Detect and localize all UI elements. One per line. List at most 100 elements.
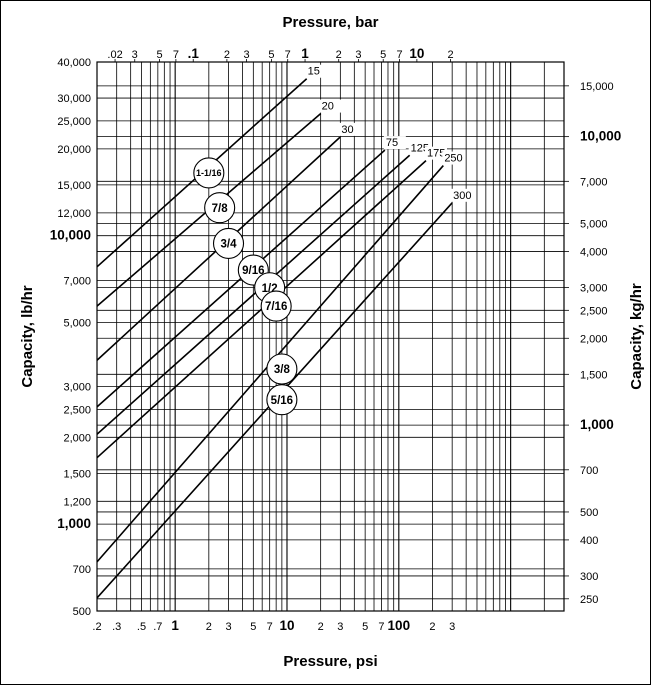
- grid: [97, 62, 564, 611]
- end-label-bg: [442, 151, 465, 165]
- psi-tick-label: .3: [112, 621, 121, 633]
- series-line: [96, 154, 411, 435]
- lbhr-tick-label: 10,000: [50, 228, 91, 243]
- series-end-label: 75: [386, 137, 398, 149]
- lbhr-tick-label: 2,000: [63, 432, 91, 444]
- lbhr-tick-label: 700: [73, 564, 91, 576]
- kghr-tick-label: 300: [580, 571, 598, 583]
- bar-tick-label: 3: [355, 49, 361, 61]
- end-label-bg: [451, 188, 474, 202]
- series-end-label: 30: [341, 124, 353, 136]
- psi-tick-label: 2: [429, 621, 435, 633]
- psi-tick-label: 3: [337, 621, 343, 633]
- size-markers: 1-1/167/83/49/161/27/163/85/16: [193, 157, 298, 416]
- bar-tick-label: 3: [244, 49, 250, 61]
- psi-tick-label: .2: [92, 621, 101, 633]
- plot-border: [96, 61, 565, 612]
- lbhr-tick-label: 12,000: [57, 208, 91, 220]
- kghr-tick-label: 1,500: [580, 369, 608, 381]
- kghr-tick-label: 3,000: [580, 282, 608, 294]
- kghr-tick-label: 4,000: [580, 246, 608, 258]
- end-label-bg: [319, 99, 342, 113]
- kghr-tick-label: 5,000: [580, 218, 608, 230]
- size-label: 1-1/16: [196, 168, 222, 178]
- kghr-tick-label: 500: [580, 507, 598, 519]
- lbhr-tick-label: 5,000: [63, 318, 91, 330]
- bar-tick-label: 7: [396, 49, 402, 61]
- psi-tick-label: 2: [206, 621, 212, 633]
- psi-tick-label: 10: [279, 618, 294, 633]
- size-label: 3/4: [221, 239, 238, 251]
- bar-tick-label: 3: [132, 49, 138, 61]
- size-label: 7/8: [212, 203, 229, 215]
- bar-tick-label: 5: [380, 49, 386, 61]
- end-label-bg: [305, 64, 328, 78]
- bar-tick-label: 5: [268, 49, 274, 61]
- size-label: 5/16: [271, 395, 293, 407]
- bar-tick-label: .02: [107, 49, 122, 61]
- size-circle: [204, 192, 236, 224]
- lbhr-tick-label: 1,000: [57, 516, 91, 531]
- psi-tick-label: 100: [388, 618, 411, 633]
- right-axis-title: Capacity, kg/hr: [628, 283, 645, 390]
- size-label: 7/16: [265, 301, 287, 313]
- lbhr-tick-label: 15,000: [57, 180, 91, 192]
- size-circle: [260, 290, 292, 322]
- bar-tick-label: 1: [301, 46, 309, 61]
- bar-tick-label: 2: [447, 49, 453, 61]
- kghr-tick-label: 10,000: [580, 129, 621, 144]
- kghr-tick-label: 2,500: [580, 305, 608, 317]
- psi-tick-label: 5: [362, 621, 368, 633]
- series-end-label: 300: [453, 190, 471, 202]
- bar-tick-label: 2: [336, 49, 342, 61]
- left-axis-title: Capacity, lb/hr: [19, 285, 36, 387]
- series-end-label: 15: [308, 66, 320, 78]
- kghr-tick-label: 7,000: [580, 176, 608, 188]
- size-label: 9/16: [242, 265, 264, 277]
- bar-tick-label: 5: [156, 49, 162, 61]
- tick-labels: .2.3.5.7 1 2 3 5 7 10 2 3 5 7 100 2 3.02 3 5 7.1 2 3 5 7 1 2 3 5…: [50, 46, 622, 633]
- psi-tick-label: 7: [378, 621, 384, 633]
- series-end-label: 125: [411, 142, 429, 154]
- bar-tick-label: .1: [188, 46, 200, 61]
- lbhr-tick-label: 7,000: [63, 275, 91, 287]
- bar-tick-label: 7: [173, 49, 179, 61]
- bottom-axis-title: Pressure, psi: [283, 653, 377, 670]
- psi-tick-label: 5: [250, 621, 256, 633]
- kghr-tick-label: 700: [580, 465, 598, 477]
- kghr-tick-label: 1,000: [580, 417, 614, 432]
- psi-tick-label: .5: [137, 621, 146, 633]
- psi-tick-label: 7: [267, 621, 273, 633]
- series-end-label: 175: [427, 148, 445, 160]
- lbhr-tick-label: 20,000: [57, 144, 91, 156]
- bar-tick-label: 7: [285, 49, 291, 61]
- bar-tick-label: 10: [409, 46, 424, 61]
- size-circle: [266, 384, 298, 416]
- psi-tick-label: 2: [318, 621, 324, 633]
- psi-tick-label: 1: [171, 618, 179, 633]
- lbhr-tick-label: 2,500: [63, 404, 91, 416]
- lbhr-tick-label: 500: [73, 606, 91, 618]
- end-label-bg: [339, 122, 362, 136]
- psi-tick-label: 3: [225, 621, 231, 633]
- lbhr-tick-label: 40,000: [57, 57, 91, 69]
- lbhr-tick-label: 3,000: [63, 382, 91, 394]
- size-label: 3/8: [274, 364, 291, 376]
- kghr-tick-label: 2,000: [580, 333, 608, 345]
- end-label-bg: [383, 136, 406, 150]
- bar-tick-label: 2: [224, 49, 230, 61]
- lbhr-tick-label: 30,000: [57, 93, 91, 105]
- size-circle: [193, 157, 225, 189]
- kghr-tick-label: 250: [580, 594, 598, 606]
- size-circle: [212, 227, 245, 259]
- kghr-tick-label: 400: [580, 535, 598, 547]
- lbhr-tick-label: 1,200: [63, 496, 91, 508]
- psi-tick-label: 3: [449, 621, 455, 633]
- series-end-label: 250: [444, 153, 462, 165]
- lbhr-tick-label: 1,500: [63, 468, 91, 480]
- psi-tick-label: .7: [153, 621, 162, 633]
- series-end-label: 20: [322, 101, 334, 113]
